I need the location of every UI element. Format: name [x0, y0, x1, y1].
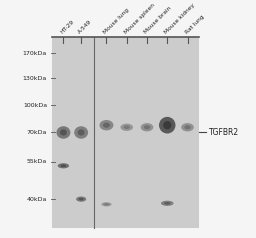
Text: A-549: A-549 [78, 19, 93, 35]
Ellipse shape [184, 125, 191, 129]
Ellipse shape [161, 201, 174, 206]
Ellipse shape [101, 202, 112, 206]
Text: Rat lung: Rat lung [184, 14, 205, 35]
Text: Mouse kidney: Mouse kidney [164, 2, 196, 35]
Ellipse shape [79, 198, 84, 200]
FancyBboxPatch shape [52, 37, 199, 228]
Text: TGFBR2: TGFBR2 [209, 128, 239, 137]
Text: 70kDa: 70kDa [27, 130, 47, 135]
Text: 130kDa: 130kDa [23, 76, 47, 81]
Ellipse shape [124, 125, 130, 129]
Ellipse shape [61, 164, 66, 167]
Ellipse shape [57, 126, 70, 139]
Text: HT-29: HT-29 [60, 19, 76, 35]
Ellipse shape [100, 120, 113, 130]
Ellipse shape [74, 126, 88, 139]
Ellipse shape [76, 197, 86, 202]
Ellipse shape [58, 163, 69, 169]
Ellipse shape [60, 129, 67, 136]
Ellipse shape [120, 124, 133, 131]
Text: 100kDa: 100kDa [23, 103, 47, 108]
Ellipse shape [78, 129, 85, 136]
Ellipse shape [144, 125, 150, 129]
Text: Mouse spleen: Mouse spleen [123, 2, 156, 35]
Text: Mouse brain: Mouse brain [143, 5, 173, 35]
Text: 170kDa: 170kDa [23, 51, 47, 56]
Text: 55kDa: 55kDa [27, 159, 47, 164]
Ellipse shape [103, 123, 110, 128]
Text: Mouse lung: Mouse lung [103, 7, 131, 35]
Ellipse shape [159, 117, 175, 134]
Ellipse shape [164, 202, 170, 205]
Ellipse shape [163, 121, 171, 129]
Text: 40kDa: 40kDa [27, 197, 47, 202]
Ellipse shape [181, 123, 194, 131]
Ellipse shape [141, 123, 153, 131]
Ellipse shape [104, 203, 109, 205]
